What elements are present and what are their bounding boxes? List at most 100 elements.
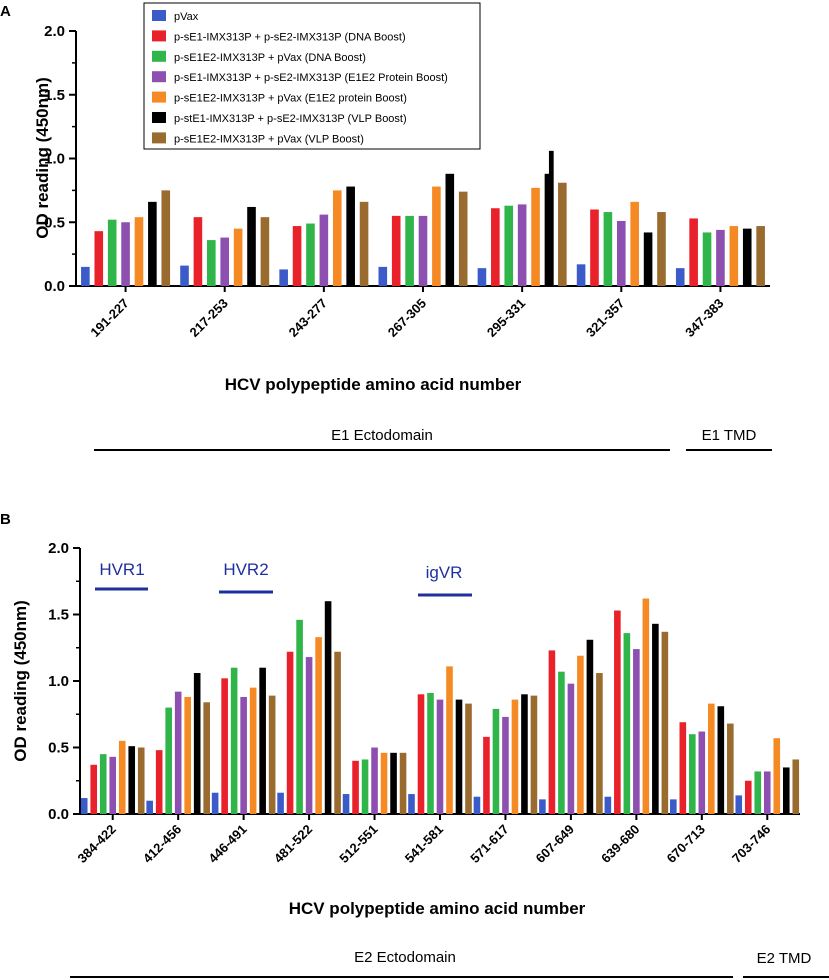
panel-b-x-tick-label: 670-713 (664, 822, 708, 866)
panel-b-x-tick-label: 512-551 (336, 822, 380, 866)
panel-a-bar-217-253-s1 (180, 265, 189, 286)
panel-b-chart: 0.0 0.5 1.0 1.5 2.0 384-422 412-456 446-491 481-… (48, 540, 800, 866)
panel-b-bar-481-522-s5 (315, 637, 322, 814)
panel-a-y-tick-label: 1.0 (44, 151, 65, 168)
panel-b-bar-512-551-s5 (380, 752, 388, 814)
panel-b-bar-412-456-s6 (193, 673, 201, 814)
panel-b-bar-512-551-s3 (361, 759, 369, 814)
legend-label: pVax (174, 11, 199, 23)
e1-tmd-label: E1 TMD (702, 427, 757, 444)
legend-label: p-sE1-IMX313P + p-sE2-IMX313P (E1E2 Prot… (174, 72, 448, 84)
panel-b-bar-703-746-s4 (763, 771, 771, 814)
panel-a-bar-267-305-s2 (391, 215, 401, 287)
legend-swatch (152, 30, 166, 42)
e2-tmd-label: E2 TMD (757, 950, 812, 967)
panel-b-bar-412-456-s1 (146, 800, 153, 814)
panel-a-bar-295-331-s4 (517, 204, 527, 286)
panel-b-bar-703-746-s6 (782, 767, 790, 814)
panel-a-bar-243-277-s5 (332, 190, 342, 287)
panel-b-bar-607-649-s1 (539, 799, 546, 814)
panel-a-bar-321-357-s2 (590, 209, 599, 286)
legend-swatch (152, 112, 166, 123)
panel-b-bar-607-649-s3 (558, 671, 565, 814)
panel-a-bar-321-357-s3 (603, 212, 613, 286)
panel-a-bar-217-253-s2 (193, 217, 203, 286)
panel-b-bar-481-522-s1 (277, 792, 284, 814)
panel-a-x-tick-label: 217-253 (186, 296, 230, 340)
panel-b-bar-639-680-s5 (642, 598, 650, 814)
panel-b-bar-384-422-s7 (137, 747, 145, 814)
panel-b-x-tick-label: 639-680 (598, 822, 642, 866)
panel-b-bar-639-680-s3 (623, 633, 631, 814)
panel-a-bar-267-305-s6 (445, 173, 455, 286)
panel-a-x-tick-label: 321-357 (583, 296, 627, 340)
panel-b-bar-571-617-s7 (530, 695, 538, 814)
panel-b-bar-412-456-s5 (184, 696, 191, 814)
panel-a-bar-267-305-s5 (432, 186, 441, 286)
legend-label: p-stE1-IMX313P + p-sE2-IMX313P (VLP Boos… (174, 113, 407, 125)
panel-b-bar-541-581-s6 (455, 699, 463, 814)
panel-a-bar-217-253-s5 (233, 228, 243, 287)
panel-a-bar-191-227-s7 (161, 190, 171, 287)
panel-b-bar-607-649-s5 (577, 655, 584, 814)
panel-a-bar-295-331-s6 (544, 173, 550, 286)
panel-a-bar-347-383-s7 (756, 226, 765, 286)
panel-a-bar-267-305-s7 (458, 191, 468, 286)
panel-b-bar-571-617-s3 (492, 708, 500, 814)
legend-swatch (152, 71, 166, 83)
panel-a-bar-321-357-s4 (616, 220, 626, 286)
panel-b-bar-703-746-s3 (754, 771, 762, 814)
panel-a-y-tick-label: 2.0 (44, 23, 65, 40)
panel-a-bar-347-383-s5 (729, 226, 739, 286)
panel-b-bar-571-617-s4 (502, 716, 509, 814)
panel-b-y-tick-label: 1.5 (48, 607, 69, 624)
panel-a-bar-191-227-s3 (107, 219, 117, 286)
panel-b-bar-384-422-s1 (80, 798, 88, 814)
panel-b-bar-541-581-s1 (408, 794, 415, 814)
panel-b-bar-571-617-s2 (483, 736, 490, 814)
panel-b-bar-446-491-s2 (221, 678, 228, 814)
panel-a-bar-191-227-s1 (81, 266, 90, 287)
panel-b-bar-384-422-s3 (99, 754, 107, 814)
panel-b-bar-481-522-s3 (296, 619, 303, 814)
legend-label: p-sE1E2-IMX313P + pVax (DNA Boost) (174, 52, 366, 64)
panel-b-y-tick-label: 1.0 (48, 673, 69, 690)
panel-b-bar-571-617-s1 (473, 796, 481, 814)
panel-a-label: A (0, 3, 11, 20)
panel-a-bar-321-357-s5 (630, 201, 639, 286)
panel-b-bar-703-746-s2 (744, 780, 752, 814)
panel-a-bar-217-253-s6 (247, 206, 256, 286)
panel-b-bar-703-746-s7 (792, 759, 800, 814)
panel-b-y-axis-title: OD reading (450nm) (11, 600, 30, 762)
panel-a-bar-217-253-s3 (207, 240, 216, 286)
panel-b-bar-670-713-s1 (670, 799, 677, 814)
panel-b-bar-481-522-s2 (286, 651, 294, 814)
panel-b-bar-541-581-s7 (465, 703, 472, 814)
panel-a-bar-347-383-s2 (689, 218, 698, 286)
panel-a-x-tick-label: 243-277 (286, 296, 330, 340)
legend-swatch (152, 91, 166, 103)
panel-a-bar-191-227-s2 (94, 231, 104, 286)
panel-a-bar-347-383-s4 (716, 229, 725, 286)
panel-b-x-tick-label: 481-522 (271, 822, 315, 866)
panel-a-x-axis-title: HCV polypeptide amino acid number (225, 375, 522, 394)
panel-a-bar-243-277-s6 (346, 186, 355, 286)
panel-a-x-tick-label: 295-331 (484, 296, 528, 340)
panel-a-bar-243-277-s1 (279, 269, 288, 286)
panel-b-bar-384-422-s4 (109, 756, 117, 814)
panel-b-x-tick-label: 541-581 (402, 822, 446, 866)
panel-a-bar-267-305-s1 (378, 266, 388, 287)
panel-b-bar-412-456-s4 (174, 691, 182, 814)
panel-b-bar-571-617-s5 (511, 699, 519, 814)
panel-b-bar-670-713-s7 (727, 723, 734, 814)
panel-b-bar-703-746-s5 (773, 738, 781, 814)
panel-b-bar-703-746-s1 (735, 795, 743, 814)
panel-b-bar-639-680-s6 (652, 623, 659, 814)
panel-b-bar-384-422-s6 (128, 746, 136, 814)
panel-b-bar-639-680-s7 (661, 631, 669, 814)
panel-b-bar-639-680-s1 (604, 796, 612, 814)
panel-b-bar-607-649-s7 (596, 673, 603, 814)
panel-a-bar-321-357-s7 (657, 212, 666, 286)
panel-b-bar-384-422-s2 (90, 764, 98, 814)
